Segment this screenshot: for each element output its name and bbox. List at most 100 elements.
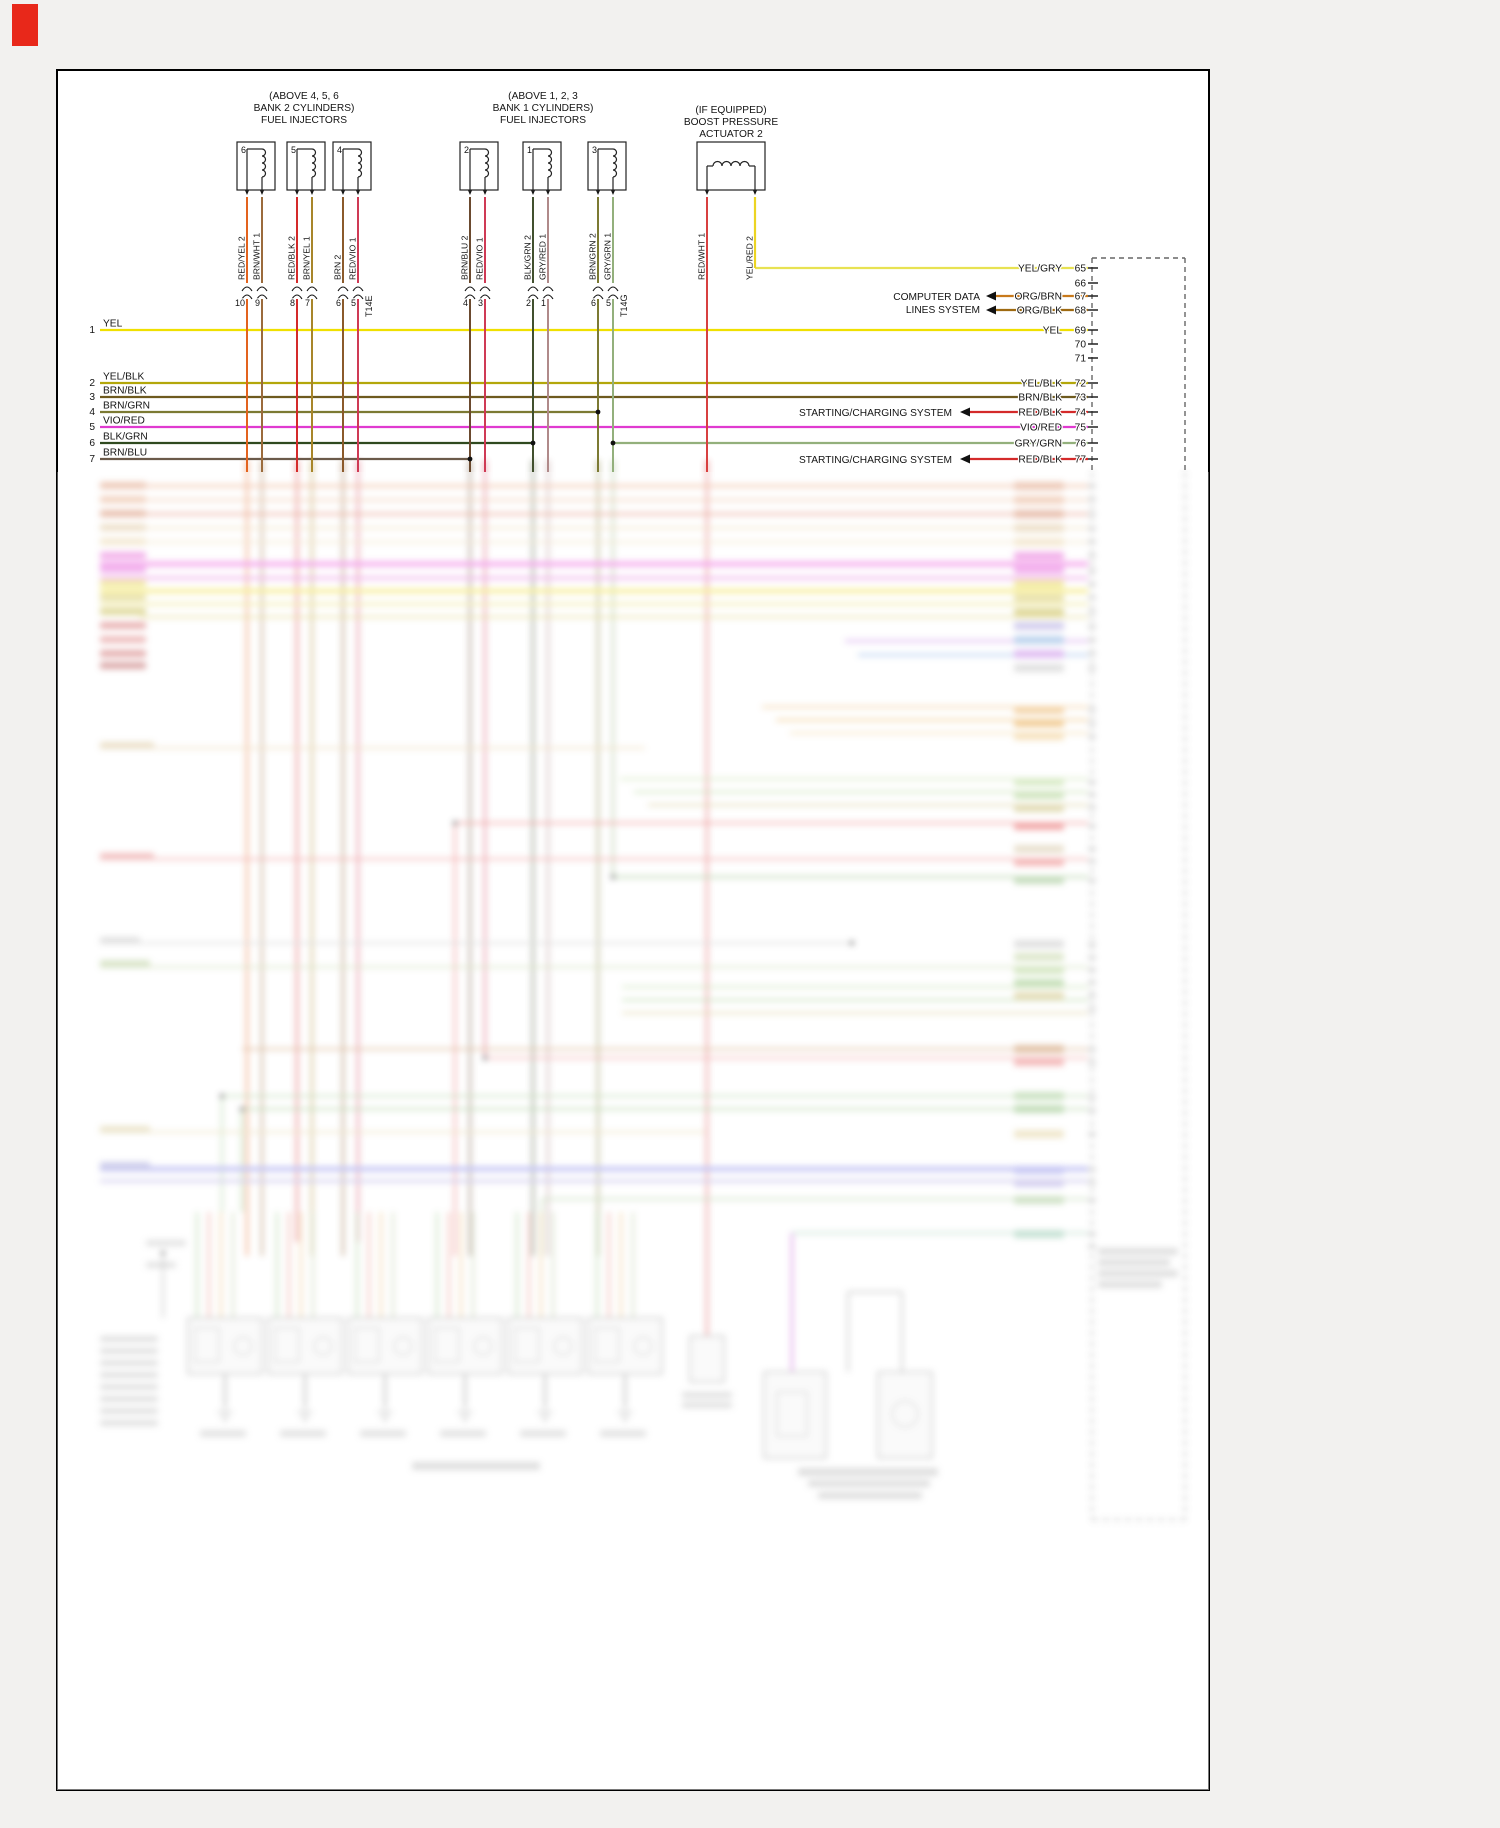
right-pin-number: 72 [1075, 379, 1087, 390]
connector-pin-number: 4 [463, 298, 468, 308]
wire-color-label: RED/YEL 2 [237, 236, 247, 280]
blurred-ecm-boundary [1091, 472, 1186, 1521]
bank1-header-line: (ABOVE 1, 2, 3 [508, 91, 578, 102]
page-frame [56, 69, 1210, 1791]
connector-pin-number: 3 [478, 298, 483, 308]
blur-wash-overlay [57, 472, 1209, 1790]
boost-pressure-actuator [696, 141, 766, 192]
right-pin-number: 75 [1075, 423, 1087, 434]
blurred-bottom-caption [412, 1462, 540, 1470]
vertical-wires-upper [246, 197, 614, 283]
right-pin-number: 69 [1075, 326, 1087, 337]
connector-pin-number: 1 [541, 298, 546, 308]
connector-pin-number: 5 [606, 298, 611, 308]
bank1-header-line: BANK 1 CYLINDERS) [493, 103, 594, 114]
blurred-boost-component [682, 1335, 732, 1408]
boost-header-line: (IF EQUIPPED) [695, 105, 766, 116]
left-row-label: BRN/GRN [103, 401, 150, 412]
right-pin-number: 68 [1075, 306, 1087, 317]
bank2-header-line: FUEL INJECTORS [261, 115, 347, 126]
boost-header-line: ACTUATOR 2 [699, 129, 763, 140]
wire-color-label: YEL/RED 2 [745, 236, 755, 280]
clear-wiring-layer [100, 188, 1186, 472]
connector-pin-number: 5 [351, 298, 356, 308]
fuel-injector-1 [522, 141, 562, 192]
right-pin-label: RED/BLK [1018, 408, 1062, 419]
wire-color-label: BRN/YEL 1 [302, 236, 312, 280]
annotation-starting-charging: STARTING/CHARGING SYSTEM [799, 408, 952, 419]
blurred-small-connector [146, 1240, 186, 1318]
blurred-coil-components [187, 1212, 663, 1437]
left-row-label: BRN/BLU [103, 448, 147, 459]
right-pin-number: 66 [1075, 279, 1087, 290]
injector-unit-number: 5 [291, 145, 296, 155]
components-layer [236, 141, 766, 192]
connector-pin-number: 10 [235, 298, 245, 308]
blurred-horizontal-wires [100, 484, 1088, 1234]
wire-color-label: BRN/WHT 1 [252, 233, 262, 280]
fuel-injector-4 [332, 141, 372, 192]
right-pin-label: GRY/GRN [1015, 439, 1062, 450]
left-row-label: VIO/RED [103, 416, 145, 427]
right-pin-number: 70 [1075, 340, 1087, 351]
right-pin-number: 71 [1075, 354, 1087, 365]
right-pin-label: ORG/BLK [1017, 306, 1062, 317]
wire-color-label: RED/BLK 2 [287, 236, 297, 280]
right-pin-number: 67 [1075, 292, 1087, 303]
left-row-number: 2 [89, 378, 95, 389]
vertical-wires-lower [246, 197, 757, 472]
fuel-injector-6 [236, 141, 276, 192]
right-pin-label: YEL/GRY [1018, 264, 1062, 275]
inline-connector-chevrons [241, 286, 619, 300]
fuel-injector-2 [459, 141, 499, 192]
left-row-number: 4 [89, 407, 95, 418]
wire-color-label: BRN 2 [333, 254, 343, 280]
left-row-number: 3 [89, 392, 95, 403]
right-pin-label: YEL/BLK [1021, 379, 1063, 390]
wire-color-label: BLK/GRN 2 [523, 235, 533, 280]
annotation-starting-charging: STARTING/CHARGING SYSTEM [799, 455, 952, 466]
wire-color-label: RED/VIO 1 [348, 237, 358, 280]
ecm-boundary-dashed [1091, 257, 1186, 470]
blurred-ecm-caption [1098, 1248, 1178, 1288]
injector-unit-number: 6 [241, 145, 246, 155]
right-pin-label: ORG/BRN [1014, 292, 1062, 303]
right-pin-number: 77 [1075, 455, 1087, 466]
labels-layer: (ABOVE 4, 5, 6 BANK 2 CYLINDERS) FUEL IN… [88, 91, 1088, 467]
injector-unit-number: 3 [592, 145, 597, 155]
connector-pin-number: 9 [255, 298, 260, 308]
junction-dots [467, 409, 616, 462]
connector-pin-number: 8 [290, 298, 295, 308]
system-reference-arrows [960, 291, 996, 464]
blurred-right-labels [1014, 482, 1064, 1238]
left-row-label: BRN/BLK [103, 386, 147, 397]
blur-wash-overlay-bottom [57, 1520, 1209, 1790]
connector-pin-number: 6 [336, 298, 341, 308]
right-pin-number: 65 [1075, 264, 1087, 275]
red-corner-marker [12, 4, 38, 46]
wire-color-label: BRN/BLU 2 [460, 235, 470, 280]
right-pin-label: RED/BLK [1018, 455, 1062, 466]
ecm-pin-stubs [1088, 267, 1098, 460]
bank2-header-line: BANK 2 CYLINDERS) [254, 103, 355, 114]
bank1-header-line: FUEL INJECTORS [500, 115, 586, 126]
boost-header-line: BOOST PRESSURE [684, 117, 779, 128]
right-pin-number: 76 [1075, 439, 1087, 450]
annotation-computer-data: LINES SYSTEM [906, 305, 980, 316]
right-pin-number: 73 [1075, 393, 1087, 404]
left-row-label: YEL/BLK [103, 372, 145, 383]
connector-id-t14e: T14E [364, 295, 374, 317]
connector-pin-number: 6 [591, 298, 596, 308]
fuel-injector-3 [587, 141, 627, 192]
wire-color-label: RED/WHT 1 [697, 233, 707, 280]
connector-id-t14g: T14G [619, 294, 629, 317]
left-row-number: 7 [89, 454, 95, 465]
wire-color-label: BRN/GRN 2 [588, 233, 598, 280]
right-pin-label: YEL [1043, 326, 1063, 337]
wire-color-label: GRY/GRN 1 [603, 233, 613, 280]
left-row-label: BLK/GRN [103, 432, 148, 443]
blurred-junction-dots [160, 820, 855, 1256]
blurred-lower-section [100, 460, 1186, 1521]
fuel-injector-5 [286, 141, 326, 192]
